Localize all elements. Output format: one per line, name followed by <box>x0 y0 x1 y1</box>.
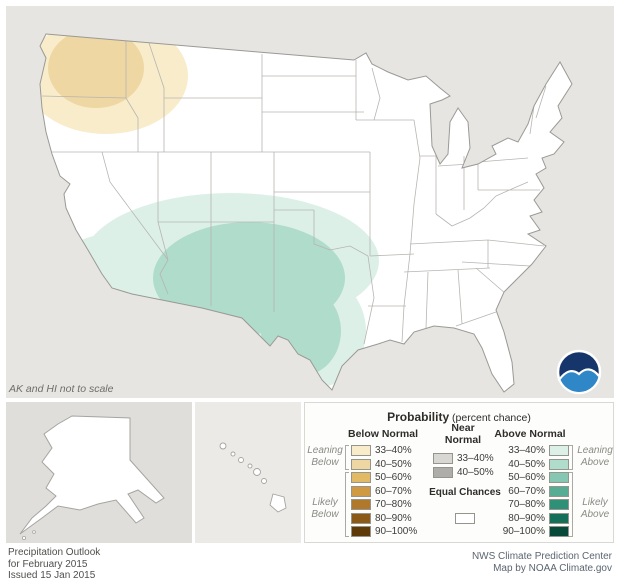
hawaii-inset <box>195 402 301 543</box>
color-swatch <box>549 472 569 483</box>
legend-row: 50–60% <box>493 472 569 483</box>
color-swatch <box>351 526 371 537</box>
legend-row: 50–60% <box>351 472 417 483</box>
likely-above-bracket <box>569 472 573 537</box>
probability-range-label: 70–80% <box>508 499 545 510</box>
color-swatch <box>549 499 569 510</box>
equal-chances-swatch <box>455 513 475 524</box>
legend-row: 33–40% <box>433 453 494 464</box>
color-swatch <box>351 445 371 456</box>
us-map-svg <box>6 6 614 398</box>
us-outline <box>39 33 573 393</box>
probability-range-label: 90–100% <box>502 526 545 537</box>
legend-row: 60–70% <box>493 485 569 497</box>
hawaii-map <box>219 442 287 513</box>
probability-range-label: 33–40% <box>457 453 494 464</box>
legend-row: 80–90% <box>493 512 569 524</box>
legend-title-bold: Probability <box>387 410 450 424</box>
color-swatch <box>351 485 371 497</box>
probability-range-label: 40–50% <box>457 466 494 478</box>
legend-row: 70–80% <box>351 499 417 510</box>
above-normal-scale: 33–40% 40–50% 50–60% 60–70% <box>493 445 569 540</box>
leaning-below-label: Leaning Below <box>307 445 343 468</box>
probability-range-label: 40–50% <box>375 458 412 470</box>
legend-row: 33–40% <box>493 445 569 456</box>
probability-range-label: 60–70% <box>508 485 545 497</box>
probability-range-label: 90–100% <box>375 526 418 537</box>
caption-line: Precipitation Outlook <box>8 547 101 558</box>
probability-range-label: 70–80% <box>375 499 412 510</box>
likely-below-bracket <box>345 472 349 537</box>
legend-row: 60–70% <box>351 485 417 497</box>
probability-range-label: 33–40% <box>508 445 545 456</box>
color-swatch <box>351 472 371 483</box>
bottom-strip: Probability (percent chance) Below Norma… <box>6 402 614 543</box>
leaning-above-bracket <box>569 445 573 470</box>
color-swatch <box>351 458 371 470</box>
color-swatch <box>549 445 569 456</box>
color-swatch <box>549 485 569 497</box>
below-normal-region <box>40 34 188 134</box>
state-borders <box>41 34 547 345</box>
probability-range-label: 50–60% <box>375 472 412 483</box>
legend-row: 40–50% <box>351 458 417 470</box>
below-normal-scale: 33–40% 40–50% 50–60% 60–70% <box>351 445 417 540</box>
alaska-map <box>19 415 165 540</box>
equal-chances-label: Equal Chances <box>429 487 501 498</box>
color-swatch <box>549 526 569 537</box>
near-normal-header: Near Normal <box>444 422 482 446</box>
color-swatch <box>549 458 569 470</box>
map-scale-note: AK and HI not to scale <box>9 383 114 395</box>
legend-row: 70–80% <box>493 499 569 510</box>
probability-range-label: 40–50% <box>508 458 545 470</box>
legend-row: 80–90% <box>351 512 417 524</box>
legend-title-rest: (percent chance) <box>449 412 531 424</box>
above-normal-header: Above Normal <box>494 428 566 440</box>
credit-line: NWS Climate Prediction Center <box>471 551 612 562</box>
us-outlook-map: AK and HI not to scale <box>6 6 614 398</box>
color-swatch <box>351 499 371 510</box>
probability-range-label: 80–90% <box>508 512 545 524</box>
color-swatch <box>433 453 453 464</box>
source-credit: NWS Climate Prediction Center Map by NOAA… <box>472 551 612 575</box>
below-normal-header: Below Normal <box>347 428 418 440</box>
caption-line: for February 2015 <box>8 558 88 570</box>
probability-range-label: 33–40% <box>375 445 412 456</box>
caption-line: Issued 15 Jan 2015 <box>8 570 96 581</box>
legend-row: 33–40% <box>351 445 417 456</box>
legend-title: Probability (percent chance) <box>305 408 613 426</box>
color-swatch <box>549 512 569 524</box>
legend-row: 40–50% <box>433 466 494 478</box>
legend-row: 90–100% <box>493 526 569 537</box>
legend-row: 40–50% <box>493 458 569 470</box>
outlook-caption: Precipitation Outlook for February 2015 Is… <box>8 547 100 582</box>
color-swatch <box>433 466 453 478</box>
likely-below-label: Likely Below <box>311 497 339 520</box>
probability-legend: Probability (percent chance) Below Norma… <box>304 402 614 543</box>
near-normal-scale: 33–40% 40–50% <box>433 453 494 480</box>
leaning-above-label: Leaning Above <box>577 445 613 468</box>
noaa-logo-icon <box>556 349 602 395</box>
legend-row: 90–100% <box>351 526 417 537</box>
leaning-below-bracket <box>345 445 349 470</box>
attribution-footer: Precipitation Outlook for February 2015 Is… <box>6 546 614 582</box>
credit-line: Map by NOAA Climate.gov <box>493 563 612 574</box>
probability-range-label: 80–90% <box>375 512 412 524</box>
alaska-inset <box>6 402 192 543</box>
color-swatch <box>351 512 371 524</box>
probability-range-label: 50–60% <box>508 472 545 483</box>
probability-range-label: 60–70% <box>375 485 412 497</box>
likely-above-label: Likely Above <box>580 497 610 520</box>
